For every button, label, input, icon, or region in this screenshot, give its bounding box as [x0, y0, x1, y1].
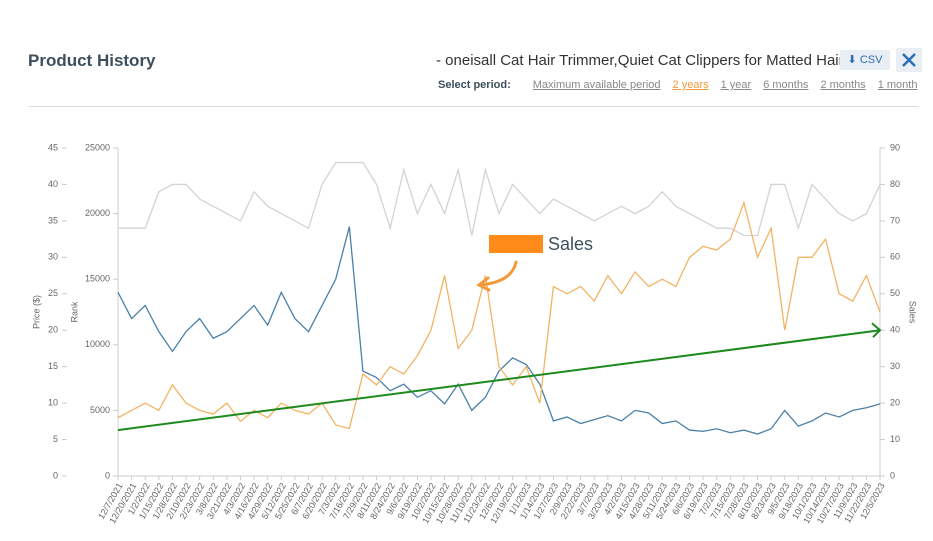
y-tick-label: 35: [48, 215, 58, 225]
y-tick-label: 70: [890, 215, 900, 225]
y-tick-label: 5: [53, 434, 58, 444]
annotation-arrow: [476, 260, 518, 292]
period-link[interactable]: Maximum available period: [532, 79, 661, 91]
series-line: [118, 161, 881, 237]
y-tick-label: 0: [890, 470, 895, 480]
y-tick-label: 90: [890, 142, 900, 152]
title: Product History: [28, 51, 156, 70]
period-link[interactable]: 1 month: [877, 79, 918, 91]
period-link[interactable]: 1 year: [720, 79, 752, 91]
y-tick-label: 45: [48, 142, 58, 152]
y-tick-label: 25: [48, 288, 58, 298]
axis-label: Rank: [69, 301, 79, 323]
y-tick-label: 30: [890, 361, 900, 371]
series-line: [117, 200, 881, 430]
close-button[interactable]: [896, 48, 922, 72]
y-tick-label: 20000: [85, 208, 110, 218]
annotation-swatch: [489, 235, 543, 253]
period-link[interactable]: 2 months: [820, 79, 866, 91]
csv-button[interactable]: ⬇ CSV: [840, 50, 890, 70]
csv-icon: ⬇: [847, 54, 857, 66]
y-tick-label: 15000: [85, 274, 110, 284]
axis-label: Price ($): [31, 295, 41, 329]
axis-label: Sales: [908, 301, 918, 324]
divider: [28, 106, 919, 107]
period-link[interactable]: 6 months: [763, 79, 809, 91]
series-line: [117, 226, 881, 435]
annotation-label: Sales: [548, 234, 593, 254]
y-tick-label: 40: [48, 179, 58, 189]
y-tick-label: 50: [890, 288, 900, 298]
close-icon: [902, 53, 916, 67]
csv-label: CSV: [859, 54, 883, 66]
trend-line: [117, 329, 881, 432]
y-tick-label: 30: [48, 252, 58, 262]
y-tick-label: 5000: [90, 405, 110, 415]
period-label: Select period:: [438, 79, 511, 91]
y-tick-label: 15: [48, 361, 58, 371]
product-name: - oneisall Cat Hair Trimmer,Quiet Cat Cl…: [436, 52, 871, 69]
y-tick-label: 0: [53, 470, 58, 480]
period-link[interactable]: 2 years: [672, 79, 709, 91]
y-tick-label: 60: [890, 252, 900, 262]
y-tick-label: 0: [105, 470, 110, 480]
y-tick-label: 20: [890, 397, 900, 407]
y-tick-label: 10000: [85, 339, 110, 349]
y-tick-label: 40: [890, 325, 900, 335]
y-tick-label: 80: [890, 179, 900, 189]
y-tick-label: 25000: [85, 142, 110, 152]
y-tick-label: 20: [48, 325, 58, 335]
period-selector: Select period: Maximum available period 2 …: [438, 79, 929, 91]
trend-arrow: [871, 322, 882, 338]
y-tick-label: 10: [890, 434, 900, 444]
y-tick-label: 10: [48, 397, 58, 407]
